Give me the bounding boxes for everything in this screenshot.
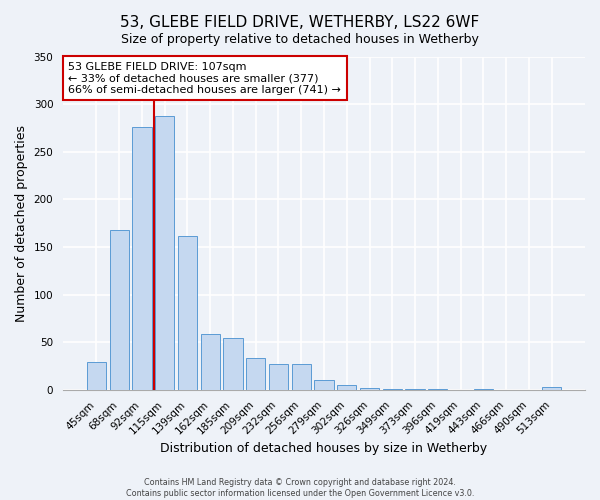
X-axis label: Distribution of detached houses by size in Wetherby: Distribution of detached houses by size … [160, 442, 488, 455]
Bar [337, 385, 356, 390]
Bar [542, 387, 561, 390]
Text: Size of property relative to detached houses in Wetherby: Size of property relative to detached ho… [121, 32, 479, 46]
Bar [110, 230, 129, 390]
Text: 53 GLEBE FIELD DRIVE: 107sqm
← 33% of detached houses are smaller (377)
66% of s: 53 GLEBE FIELD DRIVE: 107sqm ← 33% of de… [68, 62, 341, 94]
Bar [200, 334, 220, 390]
Bar [87, 362, 106, 390]
Bar [269, 364, 288, 390]
Bar [178, 236, 197, 390]
Text: Contains HM Land Registry data © Crown copyright and database right 2024.
Contai: Contains HM Land Registry data © Crown c… [126, 478, 474, 498]
Bar [155, 116, 175, 390]
Bar [223, 338, 242, 390]
Bar [383, 389, 402, 390]
Bar [292, 364, 311, 390]
Bar [428, 389, 448, 390]
Bar [406, 389, 425, 390]
Bar [246, 358, 265, 390]
Bar [360, 388, 379, 390]
Y-axis label: Number of detached properties: Number of detached properties [15, 124, 28, 322]
Bar [132, 127, 152, 390]
Bar [314, 380, 334, 390]
Bar [473, 389, 493, 390]
Text: 53, GLEBE FIELD DRIVE, WETHERBY, LS22 6WF: 53, GLEBE FIELD DRIVE, WETHERBY, LS22 6W… [121, 15, 479, 30]
